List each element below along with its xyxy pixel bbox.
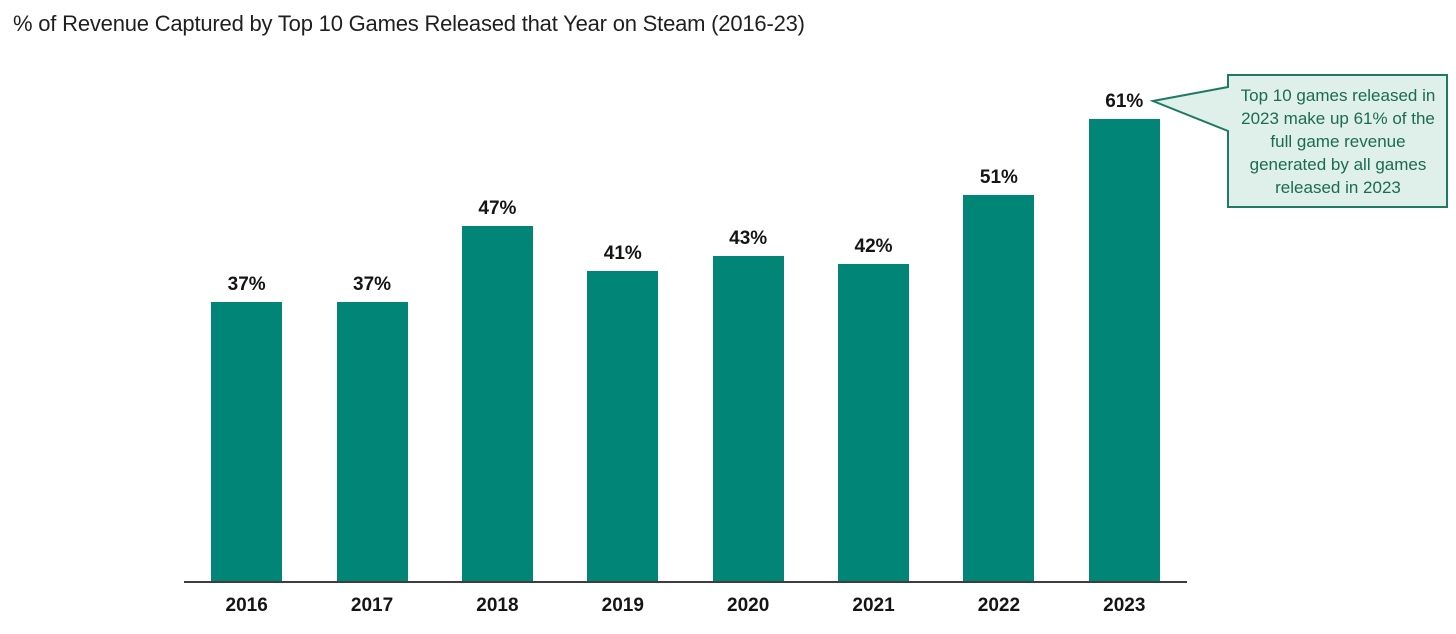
bar-group-2018: 47% (435, 199, 560, 583)
bar-2016 (211, 302, 283, 583)
bar-value-label-2022: 51% (979, 167, 1018, 188)
x-tick-2020: 2020 (727, 595, 770, 616)
x-axis-labels: 2016 2017 2018 2019 2020 2021 2022 2023 (184, 595, 1187, 617)
bar-group-2017: 37% (309, 275, 434, 583)
bars-container: 37% 37% 47% 41% 43% 42% 51% 61% (184, 0, 1187, 583)
bar-2021 (838, 264, 910, 583)
x-tick-2019: 2019 (601, 595, 644, 616)
bar-group-2021: 42% (811, 237, 936, 583)
chart-title: % of Revenue Captured by Top 10 Games Re… (13, 11, 805, 36)
bar-2020 (712, 256, 784, 583)
callout-text: Top 10 games released in 2023 make up 61… (1240, 86, 1436, 197)
x-tick-2017: 2017 (350, 595, 394, 616)
bar-group-2020: 43% (686, 229, 811, 583)
bar-group-2023: 61% (1062, 92, 1187, 583)
bar-2017 (336, 302, 408, 583)
plot-area: 37% 37% 47% 41% 43% 42% 51% 61% 2016 2017 2018 201… (184, 0, 1187, 634)
x-tick-2023: 2023 (1103, 595, 1146, 616)
bar-value-label-2020: 43% (729, 228, 768, 249)
bar-value-label-2018: 47% (478, 198, 517, 219)
bar-group-2016: 37% (184, 275, 309, 583)
bar-value-label-2019: 41% (603, 243, 642, 264)
bar-value-label-2021: 42% (854, 236, 893, 257)
bar-2023 (1088, 119, 1160, 583)
bar-value-label-2023: 61% (1105, 91, 1144, 112)
bar-2019 (587, 271, 659, 583)
bar-2018 (461, 226, 533, 583)
x-tick-2021: 2021 (852, 595, 895, 616)
bar-2022 (963, 195, 1035, 583)
bar-group-2019: 41% (560, 244, 685, 583)
bar-value-label-2017: 37% (353, 274, 392, 295)
x-tick-2018: 2018 (476, 595, 519, 616)
bar-value-label-2016: 37% (227, 274, 266, 295)
bar-group-2022: 51% (936, 168, 1061, 583)
callout-bubble (1150, 74, 1448, 208)
x-tick-2016: 2016 (225, 595, 268, 616)
x-tick-2022: 2022 (977, 595, 1021, 616)
x-axis-line (184, 581, 1187, 583)
